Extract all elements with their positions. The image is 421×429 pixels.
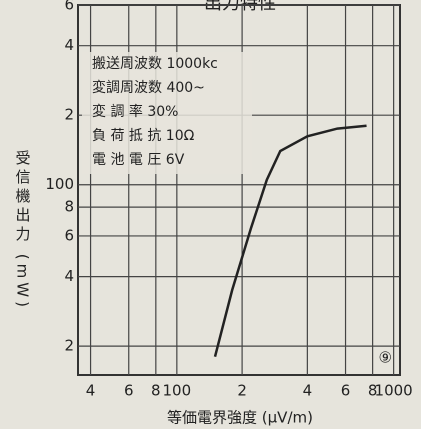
y-tick-label: 8 <box>64 198 74 216</box>
y-tick-label: 4 <box>64 36 74 54</box>
y-tick-label: 100 <box>45 175 74 193</box>
x-axis-label: 等価電界強度 (μV/m) <box>167 409 313 427</box>
x-tick-label: 4 <box>86 382 96 400</box>
x-tick-label: 4 <box>303 382 313 400</box>
annotation: 電 池 電 圧 6V <box>92 152 185 168</box>
x-tick-label: 8 <box>151 382 161 400</box>
x-tick-label: 2 <box>237 382 247 400</box>
annotation: 変調周波数 400~ <box>92 79 205 96</box>
x-tick-label: 6 <box>341 382 351 400</box>
y-axis-label: 受信機出力 (mW) <box>14 150 32 311</box>
y-tick-label: 2 <box>64 106 74 124</box>
line <box>213 124 367 358</box>
y-tick-label: 4 <box>64 267 74 285</box>
annotation: 搬送周波数 1000kc <box>92 56 218 72</box>
annotation: 変 調 率 30% <box>92 103 178 120</box>
annotation: 負 荷 抵 抗 10Ω <box>92 128 195 144</box>
x-tick-label: 6 <box>124 382 134 400</box>
x-tick-label: 8 <box>368 382 378 400</box>
x-tick-label: 100 <box>163 382 192 400</box>
y-tick-label: 6 <box>64 226 74 244</box>
x-tick-label: 1000 <box>375 382 413 400</box>
y-tick-label: 2 <box>64 337 74 355</box>
chart-title: 出力特性 <box>204 0 276 14</box>
y-tick-label: 6 <box>64 0 74 14</box>
panel-label: ⑨ <box>379 349 392 367</box>
annotation-box <box>82 52 252 174</box>
